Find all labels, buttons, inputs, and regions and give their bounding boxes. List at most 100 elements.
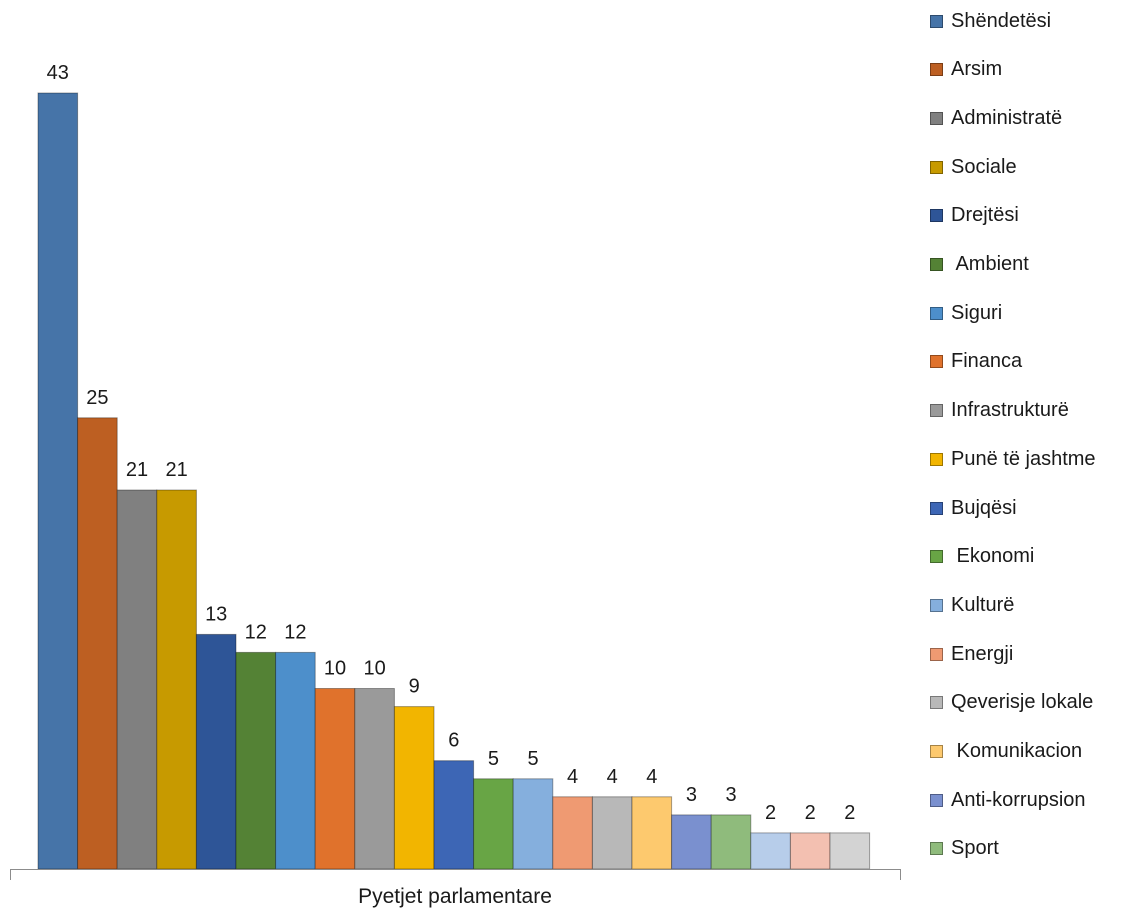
bars-group — [37, 92, 871, 870]
data-label-7: 12 — [284, 621, 306, 643]
bar-19 — [750, 832, 791, 870]
bar-9 — [354, 688, 395, 870]
legend-label: Ambient — [951, 253, 1029, 275]
legend-swatch — [930, 404, 943, 418]
legend-swatch — [930, 160, 943, 174]
legend-item-13: Kulturë — [930, 590, 1014, 620]
bar-10 — [393, 706, 435, 870]
legend-swatch — [930, 452, 943, 466]
legend-label: Bujqësi — [951, 496, 1017, 519]
legend-item-5: Drejtësi — [930, 201, 1019, 231]
bar-6 — [235, 651, 277, 870]
x-axis-label: Pyetjet parlamentare — [358, 885, 552, 908]
bar-7 — [275, 651, 316, 870]
data-label-1: 43 — [47, 62, 69, 84]
data-label-16: 4 — [646, 766, 657, 788]
legend-swatch — [930, 550, 943, 564]
data-label-12: 5 — [488, 748, 499, 770]
legend-swatch — [930, 598, 943, 612]
bar-15 — [591, 796, 633, 870]
bar-8 — [314, 688, 356, 870]
bar-13 — [512, 778, 554, 870]
legend-swatch — [930, 745, 943, 758]
legend-swatch — [930, 842, 943, 856]
data-label-20: 2 — [805, 802, 816, 824]
data-label-3: 21 — [126, 459, 148, 481]
bar-3 — [116, 489, 158, 870]
legend-item-6: Ambient — [930, 250, 1029, 280]
legend-item-8: Financa — [930, 347, 1022, 377]
data-label-9: 10 — [363, 658, 385, 680]
bar-20 — [789, 832, 831, 870]
data-label-14: 4 — [567, 766, 578, 788]
legend-swatch — [930, 501, 943, 515]
data-label-6: 12 — [245, 621, 267, 643]
legend-swatch — [930, 355, 943, 369]
bar-2 — [77, 417, 118, 870]
legend-item-11: Bujqësi — [930, 493, 1017, 523]
legend-label: Financa — [951, 350, 1023, 373]
legend-label: Infrastrukturë — [951, 399, 1069, 422]
bar-12 — [473, 778, 514, 870]
legend-item-12: Ekonomi — [930, 542, 1034, 572]
bar-1 — [37, 92, 79, 870]
legend-item-10: Punë të jashtme — [930, 444, 1096, 474]
legend-label: Arsim — [951, 58, 1003, 81]
legend-swatch — [930, 209, 943, 223]
legend-swatch — [930, 14, 943, 28]
data-label-15: 4 — [607, 766, 618, 788]
data-label-19: 2 — [765, 802, 776, 824]
legend-swatch — [930, 647, 943, 661]
legend-item-1: Shëndetësi — [930, 6, 1051, 36]
bar-4 — [156, 489, 197, 870]
bar-18 — [710, 814, 752, 870]
data-label-13: 5 — [527, 748, 538, 770]
data-label-10: 9 — [409, 676, 420, 698]
legend-item-18: Sport — [930, 834, 999, 864]
legend-item-2: Arsim — [930, 55, 1002, 85]
data-label-11: 6 — [448, 730, 459, 752]
data-label-18: 3 — [725, 784, 736, 806]
data-label-5: 13 — [205, 603, 227, 625]
legend-label: Shëndetësi — [951, 9, 1052, 32]
data-label-8: 10 — [324, 658, 346, 680]
data-label-21: 2 — [844, 802, 855, 824]
legend-swatch — [930, 793, 943, 807]
x-axis — [10, 869, 901, 880]
data-label-17: 3 — [686, 784, 697, 806]
bar-21 — [829, 832, 871, 870]
bar-11 — [433, 760, 475, 870]
data-label-2: 25 — [86, 387, 108, 409]
legend-swatch — [930, 111, 943, 125]
legend-swatch — [930, 696, 943, 710]
legend-item-4: Sociale — [930, 152, 1017, 182]
legend-label: Administratë — [951, 106, 1063, 129]
legend-item-14: Energji — [930, 639, 1013, 669]
legend-label: Punë të jashtme — [951, 447, 1096, 470]
x-axis-line — [10, 869, 901, 880]
bar-17 — [671, 814, 712, 870]
legend-item-9: Infrastrukturë — [930, 396, 1069, 426]
legend-label: Komunikacion — [951, 740, 1083, 762]
legend-item-7: Siguri — [930, 298, 1002, 328]
legend-item-15: Qeverisje lokale — [930, 688, 1093, 718]
legend-label: Sociale — [951, 155, 1017, 178]
bar-5 — [195, 633, 237, 870]
legend-label: Energji — [951, 642, 1014, 665]
legend-label: Ekonomi — [951, 545, 1035, 568]
legend-label: Anti-korrupsion — [951, 788, 1086, 811]
legend-label: Kulturë — [951, 593, 1015, 616]
data-label-4: 21 — [165, 459, 187, 481]
bar-14 — [552, 796, 593, 870]
legend-swatch — [930, 258, 943, 271]
legend-label: Siguri — [951, 301, 1003, 324]
legend-swatch — [930, 306, 943, 320]
legend-label: Drejtësi — [951, 204, 1019, 227]
legend-label: Sport — [951, 837, 999, 860]
legend-item-3: Administratë — [930, 103, 1062, 133]
legend-item-17: Anti-korrupsion — [930, 785, 1086, 815]
bar-16 — [631, 796, 673, 870]
legend-label: Qeverisje lokale — [951, 691, 1094, 714]
legend-item-16: Komunikacion — [930, 737, 1082, 767]
